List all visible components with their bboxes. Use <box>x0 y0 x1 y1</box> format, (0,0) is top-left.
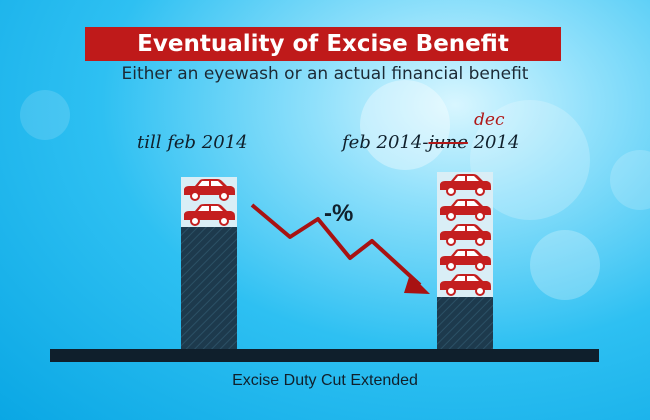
trend-arrow-head <box>404 274 430 294</box>
bokeh-light <box>20 90 70 140</box>
car-icon <box>440 274 491 296</box>
period-correction: dec <box>474 110 505 130</box>
car-icon <box>440 224 491 246</box>
bar-base <box>181 227 237 349</box>
car-icon <box>440 249 491 271</box>
baseline-axis <box>50 349 599 362</box>
car-icon <box>184 204 235 226</box>
change-label: -% <box>324 200 353 227</box>
x-axis-label: Excise Duty Cut Extended <box>232 372 418 389</box>
period-label-left: till feb 2014 <box>137 132 248 153</box>
trend-arrow-line <box>250 203 422 287</box>
car-icon <box>440 174 491 196</box>
car-icon <box>440 199 491 221</box>
bar-base <box>437 297 493 349</box>
cars-group <box>184 174 491 296</box>
chart-title: Eventuality of Excise Benefit <box>137 31 509 57</box>
period-right-prefix: feb 2014- <box>342 132 429 153</box>
period-label-right: feb 2014-june 2014 <box>342 132 519 153</box>
car-icon <box>184 179 235 201</box>
title-banner <box>85 27 561 61</box>
bokeh-light <box>360 80 450 170</box>
chart-subtitle: Either an eyewash or an actual financial… <box>121 64 529 84</box>
period-right-struck: june <box>428 132 468 153</box>
period-right-suffix: 2014 <box>467 132 520 153</box>
bokeh-light <box>530 230 600 300</box>
bokeh-light <box>610 150 650 210</box>
